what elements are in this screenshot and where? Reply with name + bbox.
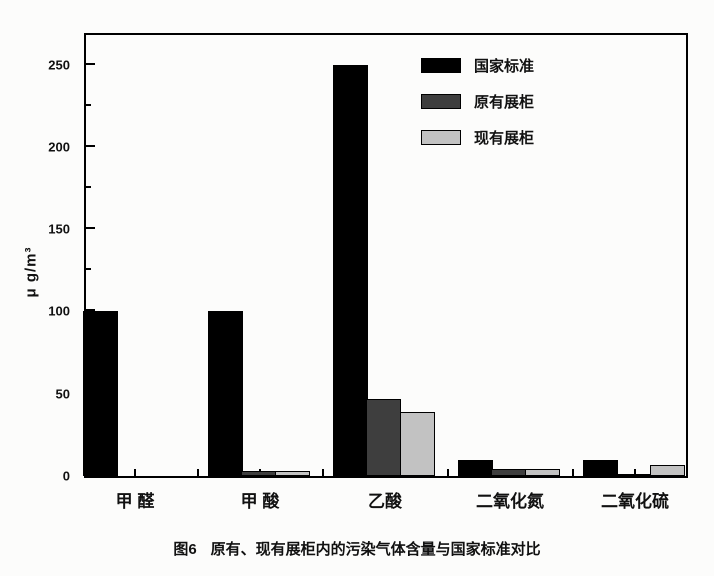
figure-caption: 图6 原有、现有展柜内的污染气体含量与国家标准对比 bbox=[0, 538, 714, 559]
y-tick-label: 50 bbox=[55, 386, 70, 402]
legend-label: 原有展柜 bbox=[474, 94, 535, 111]
bar bbox=[241, 471, 276, 476]
x-category-label: 乙酸 bbox=[368, 492, 402, 511]
y-tick-label: 0 bbox=[62, 468, 70, 484]
legend-swatch bbox=[421, 94, 461, 109]
x-category-label: 甲 酸 bbox=[240, 492, 280, 511]
bar bbox=[649, 464, 685, 476]
plot-area: 国家标准原有展柜现有展柜 bbox=[82, 33, 688, 478]
legend-label: 国家标准 bbox=[474, 58, 535, 75]
x-axis-tick bbox=[321, 469, 324, 476]
x-axis-tick bbox=[196, 469, 199, 476]
legend-label: 现有展柜 bbox=[474, 130, 535, 147]
legend-item: 原有展柜 bbox=[421, 91, 534, 112]
bar-cluster bbox=[582, 459, 685, 476]
bar bbox=[616, 474, 651, 476]
y-axis-tick bbox=[86, 309, 95, 312]
legend-item: 现有展柜 bbox=[421, 127, 534, 148]
y-axis-label: μ g/m³ bbox=[22, 246, 40, 298]
bar bbox=[457, 459, 493, 476]
y-axis-tick bbox=[86, 227, 95, 230]
bar bbox=[524, 469, 560, 476]
legend-item: 国家标准 bbox=[421, 55, 534, 76]
x-category-label: 二氧化硫 bbox=[601, 492, 669, 511]
bar bbox=[274, 471, 310, 476]
bar bbox=[332, 64, 368, 476]
bar-cluster bbox=[332, 64, 435, 476]
x-category-label: 甲 醛 bbox=[115, 492, 155, 511]
y-tick-label: 200 bbox=[48, 139, 70, 155]
x-axis-tick bbox=[446, 469, 449, 476]
y-tick-label: 100 bbox=[48, 303, 70, 319]
bar bbox=[399, 411, 435, 476]
legend: 国家标准原有展柜现有展柜 bbox=[421, 55, 534, 163]
x-axis-tick bbox=[571, 469, 574, 476]
x-category-label: 二氧化氮 bbox=[476, 492, 544, 511]
caption-number: 图6 bbox=[173, 541, 197, 558]
bar-cluster bbox=[82, 311, 188, 476]
y-axis-tick-minor bbox=[86, 103, 91, 106]
y-axis-tick-minor bbox=[86, 186, 91, 189]
y-tick-label: 250 bbox=[48, 57, 70, 73]
bar bbox=[82, 311, 118, 476]
legend-swatch bbox=[421, 58, 461, 73]
x-axis-tick bbox=[134, 469, 136, 476]
bar bbox=[207, 311, 243, 476]
y-axis-tick bbox=[86, 144, 95, 147]
bar-cluster bbox=[207, 311, 310, 476]
y-axis-tick bbox=[86, 62, 95, 65]
legend-swatch bbox=[421, 130, 461, 145]
y-tick-label: 150 bbox=[48, 221, 70, 237]
bar bbox=[366, 398, 401, 476]
bar-cluster bbox=[457, 459, 560, 476]
bar bbox=[582, 459, 618, 476]
caption-text: 原有、现有展柜内的污染气体含量与国家标准对比 bbox=[210, 541, 541, 558]
y-axis-tick-minor bbox=[86, 268, 91, 271]
bar bbox=[491, 469, 526, 476]
x-axis-tick bbox=[634, 469, 636, 476]
